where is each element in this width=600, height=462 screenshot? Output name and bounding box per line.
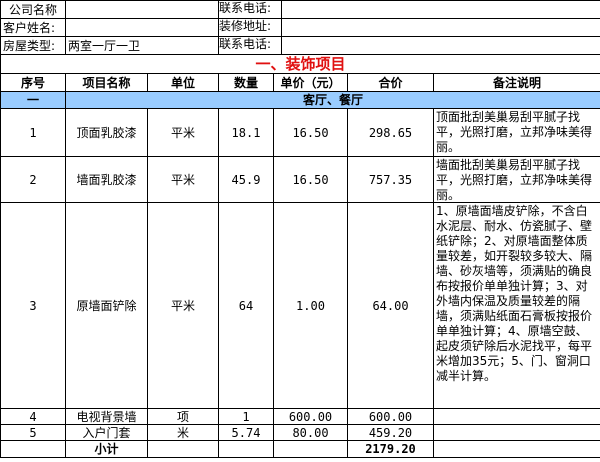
table-row: 1 顶面乳胶漆 平米 18.1 16.50 298.65 顶面批刮美巢易刮平腻子… [0,108,600,157]
row-total: 757.35 [347,156,434,203]
phone-cell-1: 联系电话: [218,0,600,19]
company-value[interactable] [65,0,219,19]
house-type-value[interactable]: 两室一厅一卫 [65,36,219,55]
header-total: 合价 [347,73,434,92]
row-unit: 平米 [147,108,219,157]
subtotal-blank [433,440,600,458]
customer-value[interactable] [65,18,219,37]
row-no: 4 [0,408,66,425]
phone-label-2: 联系电话: [220,37,282,54]
row-qty: 5.74 [218,424,274,441]
row-total: 64.00 [347,202,434,409]
header-price: 单价（元） [273,73,348,92]
info-row-customer: 客户姓名: 装修地址: [0,18,600,37]
subtotal-blank [218,440,274,458]
row-total: 600.00 [347,408,434,425]
row-note: 墙面批刮美巢易刮平腻子找平，光照打磨，立邦净味美得丽。 [436,158,593,202]
section-title: 一、装饰项目 [0,54,600,74]
company-label: 公司名称 [0,0,66,19]
header-name: 项目名称 [65,73,148,92]
header-qty: 数量 [218,73,274,92]
row-qty: 64 [218,202,274,409]
row-note-cell: 墙面批刮美巢易刮平腻子找平，光照打磨，立邦净味美得丽。 [433,156,600,203]
phone-cell-2: 联系电话: [218,36,600,55]
row-note [433,408,600,425]
header-unit: 单位 [147,73,219,92]
row-name: 入户门套 [65,424,148,441]
row-note-cell: 顶面批刮美巢易刮平腻子找平，光照打磨，立邦净味美得丽。 [433,108,600,157]
customer-label: 客户姓名: [0,18,66,37]
subtotal-label: 小计 [65,440,148,458]
house-type-label: 房屋类型: [0,36,66,55]
address-cell: 装修地址: [218,18,600,37]
row-price: 600.00 [273,408,348,425]
subtotal-blank [273,440,348,458]
table-row: 2 墙面乳胶漆 平米 45.9 16.50 757.35 墙面批刮美巢易刮平腻子… [0,156,600,203]
table-row: 3 原墙面铲除 平米 64 1.00 64.00 1、原墙面墙皮铲除，不含白水泥… [0,202,600,409]
header-no: 序号 [0,73,66,92]
row-no: 3 [0,202,66,409]
row-qty: 45.9 [218,156,274,203]
row-total: 459.20 [347,424,434,441]
row-note: 1、原墙面墙皮铲除，不含白水泥层、耐水、仿瓷腻子、壁纸铲除；2、对原墙面整体质量… [436,204,593,383]
row-note-cell: 1、原墙面墙皮铲除，不含白水泥层、耐水、仿瓷腻子、壁纸铲除；2、对原墙面整体质量… [433,202,600,409]
info-row-company: 公司名称 联系电话: [0,0,600,19]
subtotal-blank [147,440,219,458]
table-row: 4 电视背景墙 项 1 600.00 600.00 [0,408,600,425]
row-price: 16.50 [273,156,348,203]
address-label: 装修地址: [220,19,282,36]
row-unit: 项 [147,408,219,425]
row-no: 1 [0,108,66,157]
row-unit: 平米 [147,156,219,203]
row-no: 2 [0,156,66,203]
row-name: 顶面乳胶漆 [65,108,148,157]
subtotal-row: 小计 2179.20 [0,440,600,458]
row-unit: 平米 [147,202,219,409]
header-note: 备注说明 [433,73,600,92]
row-name: 墙面乳胶漆 [65,156,148,203]
row-price: 16.50 [273,108,348,157]
subtotal-value: 2179.20 [347,440,434,458]
subtotal-blank [0,440,66,458]
table-row: 5 入户门套 米 5.74 80.00 459.20 [0,424,600,441]
info-row-house: 房屋类型: 两室一厅一卫 联系电话: [0,36,600,55]
row-note: 顶面批刮美巢易刮平腻子找平，光照打磨，立邦净味美得丽。 [436,110,593,154]
row-note [433,424,600,441]
row-unit: 米 [147,424,219,441]
row-name: 原墙面铲除 [65,202,148,409]
row-no: 5 [0,424,66,441]
group-index: 一 [0,91,66,109]
row-price: 1.00 [273,202,348,409]
row-name: 电视背景墙 [65,408,148,425]
row-qty: 1 [218,408,274,425]
group-row: 一 客厅、餐厅 [0,91,600,109]
row-total: 298.65 [347,108,434,157]
row-qty: 18.1 [218,108,274,157]
row-price: 80.00 [273,424,348,441]
group-name: 客厅、餐厅 [65,91,600,109]
phone-label-1: 联系电话: [220,1,282,18]
header-row: 序号 项目名称 单位 数量 单价（元） 合价 备注说明 [0,73,600,92]
